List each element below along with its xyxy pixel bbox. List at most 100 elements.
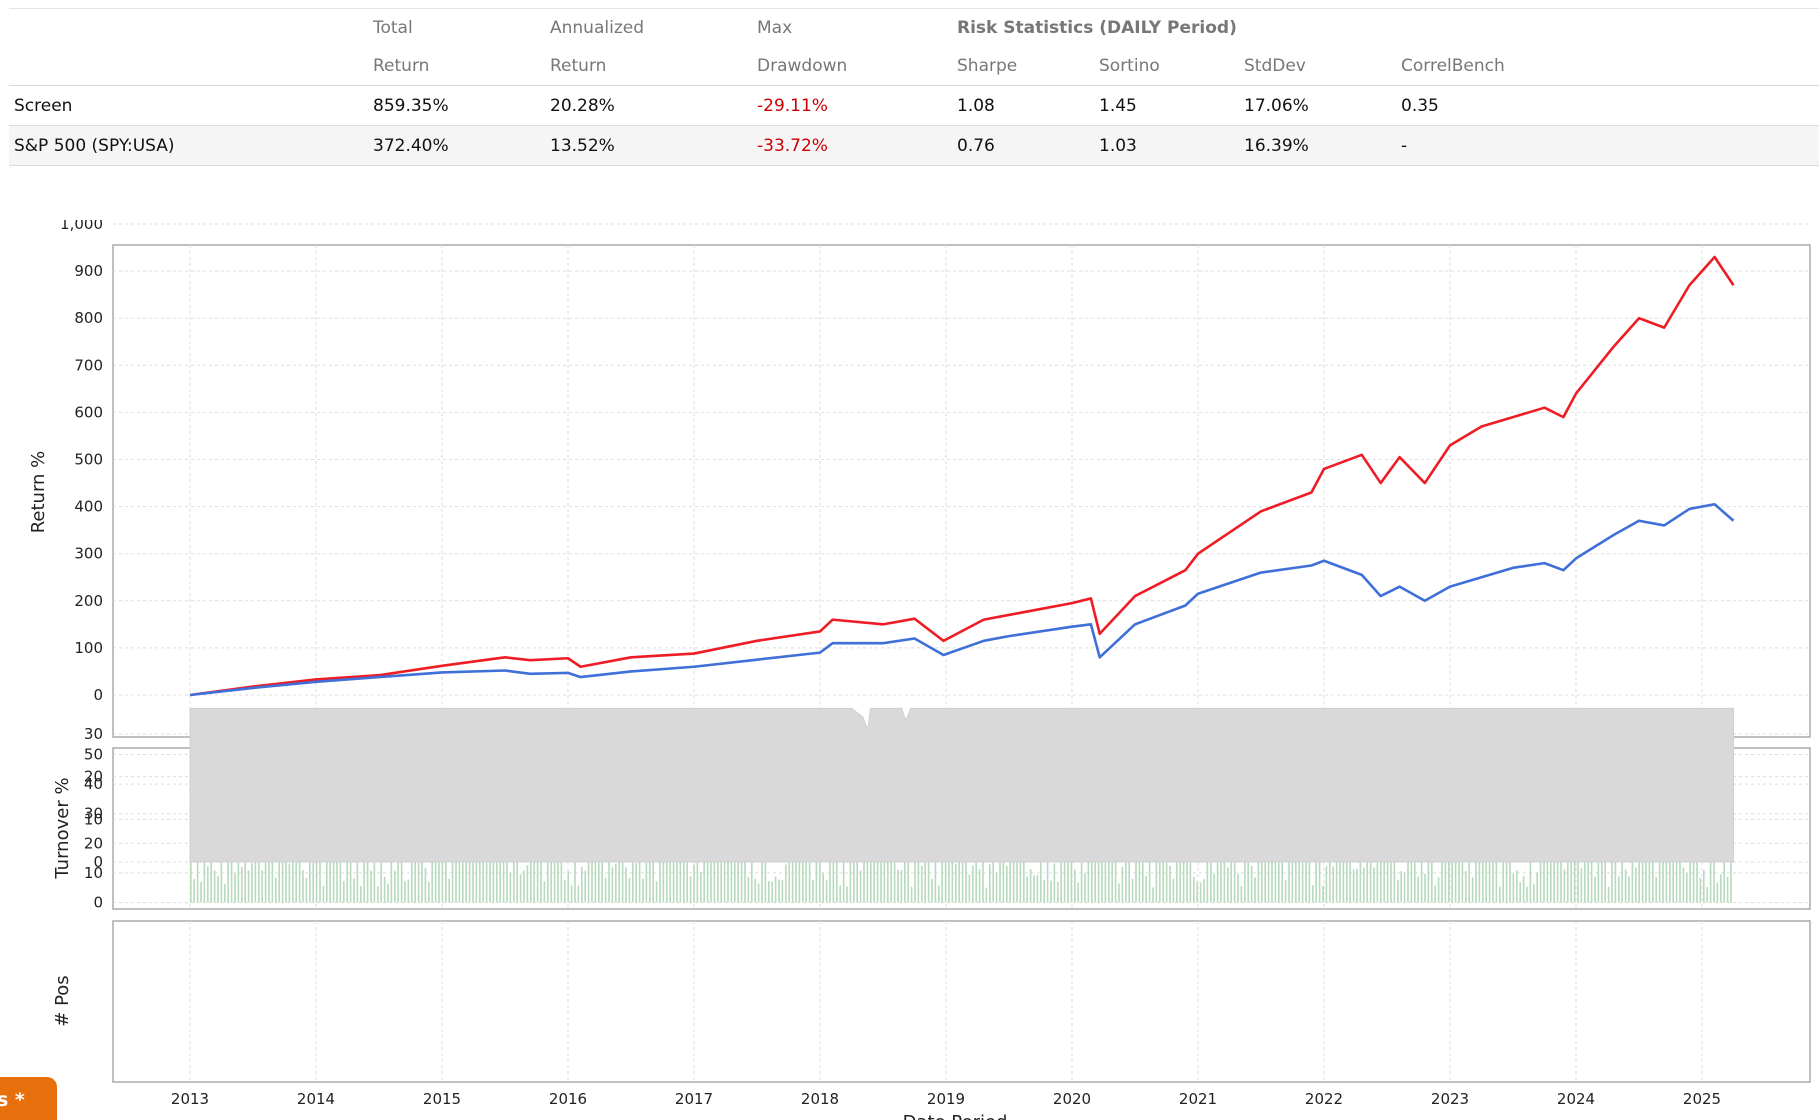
turnover-bar: [251, 863, 253, 903]
turnover-bar: [268, 843, 270, 903]
turnover-bar: [1199, 882, 1202, 903]
turnover-bar: [1403, 873, 1406, 903]
turnover-bar: [1448, 822, 1450, 903]
turnover-bar: [1111, 840, 1113, 903]
x-tick-label: 2025: [1683, 1090, 1721, 1108]
turnover-bar: [825, 880, 828, 903]
turnover-bar: [1686, 873, 1688, 903]
turnover-bar: [1444, 851, 1447, 903]
turnover-bar: [802, 829, 804, 903]
turnover-bar: [1376, 852, 1379, 903]
turnover-bar: [241, 866, 243, 903]
turnover-bar: [1121, 867, 1124, 903]
turnover-bar: [560, 846, 563, 903]
turnover-bar: [377, 886, 379, 903]
turnover-bar: [808, 853, 811, 903]
turnover-bar: [611, 867, 614, 903]
turnover-bar: [1053, 863, 1056, 903]
turnover-bar: [1539, 860, 1542, 903]
turnover-bar: [1638, 827, 1640, 903]
turnover-bar: [1665, 841, 1668, 903]
x-tick-label: 2016: [549, 1090, 587, 1108]
header-stddev: StdDev: [1239, 47, 1396, 86]
turnover-bar: [1482, 827, 1484, 903]
turnover-bar: [193, 879, 195, 903]
turnover-bar: [468, 829, 471, 903]
turnover-bar: [615, 863, 617, 903]
turnover-bar: [196, 854, 199, 903]
turnover-bar: [275, 877, 277, 903]
turnover-bar: [1257, 840, 1260, 903]
turnover-bar: [329, 858, 331, 903]
turnover-bar: [332, 833, 335, 903]
turnover-bar: [645, 826, 648, 903]
turnover-bar: [961, 830, 964, 903]
turnover-bar: [394, 870, 396, 903]
turnover-bar: [822, 872, 824, 903]
turnover-bar: [1369, 852, 1372, 903]
y-tick-label: 200: [74, 592, 103, 610]
turnover-bar: [1169, 866, 1171, 903]
turnover-bar: [1206, 840, 1209, 903]
turnover-bar: [441, 847, 444, 903]
turnover-bar: [703, 838, 705, 903]
turnover-bar: [1067, 840, 1069, 903]
x-tick-label: 2021: [1179, 1090, 1217, 1108]
turnover-bar: [1325, 866, 1328, 903]
y-tick-label: 30: [84, 805, 103, 823]
turnover-bar: [230, 854, 233, 903]
turnover-bar: [608, 844, 610, 903]
turnover-bar: [1203, 879, 1205, 903]
turnover-bar: [839, 885, 841, 903]
turnover-bar: [1407, 849, 1409, 903]
x-tick-label: 2014: [297, 1090, 335, 1108]
turnover-bar: [1400, 871, 1402, 903]
x-tick-label: 2018: [801, 1090, 839, 1108]
turnover-bar: [553, 824, 556, 903]
turnover-bar: [625, 867, 627, 903]
y-tick-label: 600: [74, 403, 103, 421]
badge-label: s *: [0, 1089, 25, 1111]
turnover-bar: [1458, 859, 1460, 903]
turnover-bar: [1244, 844, 1246, 903]
turnover-bar: [1267, 824, 1270, 903]
turnover-bar: [213, 870, 216, 903]
turnover-bar: [1709, 826, 1712, 903]
turnover-bar: [343, 881, 345, 903]
turnover-bar: [778, 879, 780, 903]
turnover-bar: [489, 829, 491, 903]
x-tick-label: 2023: [1431, 1090, 1469, 1108]
turnover-bar: [1006, 865, 1008, 903]
y-tick-label: 20: [84, 834, 103, 852]
turnover-bar: [234, 873, 236, 903]
turnover-bar: [1437, 877, 1440, 903]
turnover-bar: [438, 855, 440, 903]
y-axis-title: Return %: [28, 451, 49, 534]
turnover-bar: [264, 852, 267, 903]
y-tick-label: 0: [93, 853, 103, 871]
turnover-bar: [975, 862, 977, 903]
turnover-bar: [1308, 833, 1311, 903]
turnover-bar: [904, 840, 906, 903]
turnover-bar: [958, 831, 960, 903]
turnover-bar: [900, 869, 903, 903]
turnover-bar: [798, 853, 801, 903]
turnover-bar: [700, 871, 702, 903]
turnover-bar: [200, 881, 202, 903]
turnover-bar: [1002, 827, 1005, 903]
turnover-bar: [567, 871, 569, 903]
turnover-bar: [550, 857, 552, 903]
row-name: Screen: [9, 85, 368, 126]
turnover-bar: [1193, 876, 1195, 903]
feedback-badge[interactable]: s *: [0, 1077, 57, 1120]
turnover-bar: [1274, 845, 1277, 903]
turnover-bar: [1553, 856, 1555, 903]
turnover-bar: [621, 829, 624, 903]
annualized-return: 20.28%: [545, 85, 752, 126]
turnover-bar: [1104, 834, 1107, 903]
turnover-bar: [1261, 830, 1263, 903]
turnover-bar: [1084, 873, 1086, 903]
turnover-bar: [424, 867, 427, 903]
turnover-bar: [995, 872, 998, 903]
turnover-bar: [1417, 876, 1419, 903]
